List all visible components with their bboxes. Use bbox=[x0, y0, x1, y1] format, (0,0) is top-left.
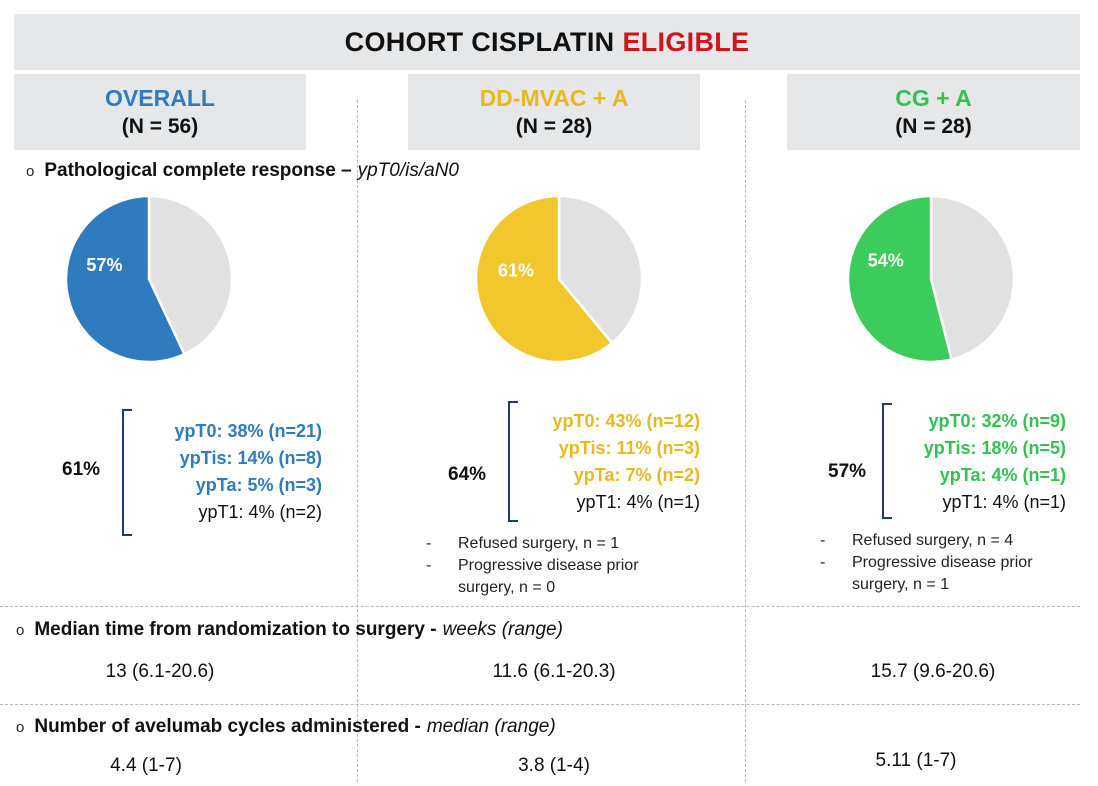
note-row: - Refused surgery, n = 4 bbox=[820, 530, 1070, 552]
bullet-icon: o bbox=[26, 162, 35, 180]
column-divider bbox=[357, 100, 358, 782]
note-dash: - bbox=[820, 532, 826, 549]
section-unit: median (range) bbox=[426, 716, 556, 737]
breakdown-item: ypTa: 5% (n=3) bbox=[195, 475, 322, 495]
breakdown-item: ypTis: 18% (n=5) bbox=[923, 438, 1066, 458]
bullet-icon: o bbox=[16, 621, 25, 639]
surgery-notes-ddmvac: - Refused surgery, n = 1 - Progressive d… bbox=[426, 533, 706, 599]
note-text: Progressive disease prior surgery, n = 0 bbox=[458, 557, 639, 596]
breakdown-item: ypT0: 38% (n=21) bbox=[174, 421, 322, 441]
section-divider bbox=[0, 606, 1080, 607]
title-highlight: ELIGIBLE bbox=[622, 26, 750, 57]
section-title-pcr: o Pathological complete response – ypT0/… bbox=[26, 160, 459, 182]
note-text: Refused surgery, n = 4 bbox=[852, 532, 1014, 549]
note-dash: - bbox=[426, 535, 432, 552]
pie-slice-pcr bbox=[846, 194, 954, 364]
pie-slice-label: 61% bbox=[498, 260, 534, 280]
median-time-cg: 15.7 (9.6-20.6) bbox=[870, 661, 996, 682]
note-text: Refused surgery, n = 1 bbox=[458, 535, 620, 552]
breakdown-item-other: ypT1: 4% (n=1) bbox=[942, 492, 1066, 512]
pie-slice-label: 54% bbox=[868, 251, 904, 271]
note-row: - Progressive disease prior surgery, n =… bbox=[426, 555, 706, 599]
breakdown-item-other: ypT1: 4% (n=1) bbox=[576, 492, 700, 512]
avelumab-cycles-overall: 4.4 (1-7) bbox=[110, 755, 182, 776]
arm-sample-size: (N = 28) bbox=[895, 115, 972, 138]
arm-name: OVERALL bbox=[105, 85, 215, 111]
breakdown-item: ypT0: 32% (n=9) bbox=[928, 411, 1066, 431]
avelumab-cycles-ddmvac: 3.8 (1-4) bbox=[518, 755, 590, 776]
section-title-avelumab-cycles: o Number of avelumab cycles administered… bbox=[16, 716, 556, 738]
arm-header-ddmvac: DD-MVAC + A (N = 28) bbox=[408, 74, 700, 150]
section-label: Pathological complete response – bbox=[44, 160, 352, 181]
note-row: - Progressive disease prior surgery, n =… bbox=[820, 552, 1070, 596]
surgery-notes-cg: - Refused surgery, n = 4 - Progressive d… bbox=[820, 530, 1070, 596]
note-row: - Refused surgery, n = 1 bbox=[426, 533, 706, 555]
breakdown-item-other: ypT1: 4% (n=2) bbox=[198, 502, 322, 522]
section-unit: weeks (range) bbox=[442, 619, 563, 640]
pie-slice-pcr bbox=[474, 194, 614, 364]
pie-slice-label: 57% bbox=[86, 255, 122, 275]
pie-chart-overall: 57% bbox=[64, 194, 234, 364]
arm-header-cg: CG + A (N = 28) bbox=[787, 74, 1080, 150]
note-dash: - bbox=[426, 557, 432, 574]
note-dash: - bbox=[820, 554, 826, 571]
pcr-total: 64% bbox=[448, 464, 487, 485]
column-divider bbox=[745, 100, 746, 782]
title-prefix: COHORT CISPLATIN bbox=[344, 26, 615, 57]
pcr-breakdown-list: ypT0: 32% (n=9) ypTis: 18% (n=5) ypTa: 4… bbox=[884, 408, 1066, 516]
avelumab-cycles-cg: 5.11 (1-7) bbox=[875, 750, 957, 771]
pcr-total: 57% bbox=[828, 461, 867, 482]
arm-name: DD-MVAC + A bbox=[479, 85, 629, 111]
pie-chart-ddmvac: 61% bbox=[474, 194, 644, 364]
pcr-breakdown-list: ypT0: 43% (n=12) ypTis: 11% (n=3) ypTa: … bbox=[516, 408, 700, 516]
arm-name: CG + A bbox=[895, 85, 972, 111]
pie-slice-no-pcr bbox=[929, 194, 1016, 361]
bracket-icon bbox=[508, 401, 518, 522]
bracket-icon bbox=[882, 403, 892, 519]
breakdown-item: ypTis: 14% (n=8) bbox=[179, 448, 322, 468]
bullet-icon: o bbox=[16, 718, 25, 736]
section-label: Number of avelumab cycles administered - bbox=[34, 716, 421, 737]
breakdown-item: ypTis: 11% (n=3) bbox=[558, 438, 700, 458]
pie-slice-no-pcr bbox=[557, 194, 644, 345]
arm-sample-size: (N = 28) bbox=[515, 115, 593, 138]
arm-sample-size: (N = 56) bbox=[121, 115, 199, 138]
pie-chart-cg: 54% bbox=[846, 194, 1016, 364]
breakdown-item: ypTa: 4% (n=1) bbox=[939, 465, 1066, 485]
pie-slice-pcr bbox=[64, 194, 187, 364]
bracket-icon bbox=[122, 409, 132, 536]
median-time-ddmvac: 11.6 (6.1-20.3) bbox=[492, 661, 616, 682]
pie-slice-no-pcr bbox=[147, 194, 234, 356]
breakdown-item: ypT0: 43% (n=12) bbox=[552, 411, 700, 431]
slide-title: COHORT CISPLATIN ELIGIBLE bbox=[14, 14, 1080, 70]
section-unit: ypT0/is/aN0 bbox=[357, 160, 459, 181]
section-title-median-time: o Median time from randomization to surg… bbox=[16, 619, 563, 641]
pcr-total: 61% bbox=[62, 459, 101, 480]
breakdown-item: ypTa: 7% (n=2) bbox=[573, 465, 700, 485]
pcr-breakdown-list: ypT0: 38% (n=21) ypTis: 14% (n=8) ypTa: … bbox=[136, 418, 322, 526]
note-text: Progressive disease prior surgery, n = 1 bbox=[852, 554, 1033, 593]
section-label: Median time from randomization to surger… bbox=[34, 619, 437, 640]
section-divider bbox=[0, 704, 1080, 705]
median-time-overall: 13 (6.1-20.6) bbox=[105, 661, 215, 682]
arm-header-overall: OVERALL (N = 56) bbox=[14, 74, 306, 150]
